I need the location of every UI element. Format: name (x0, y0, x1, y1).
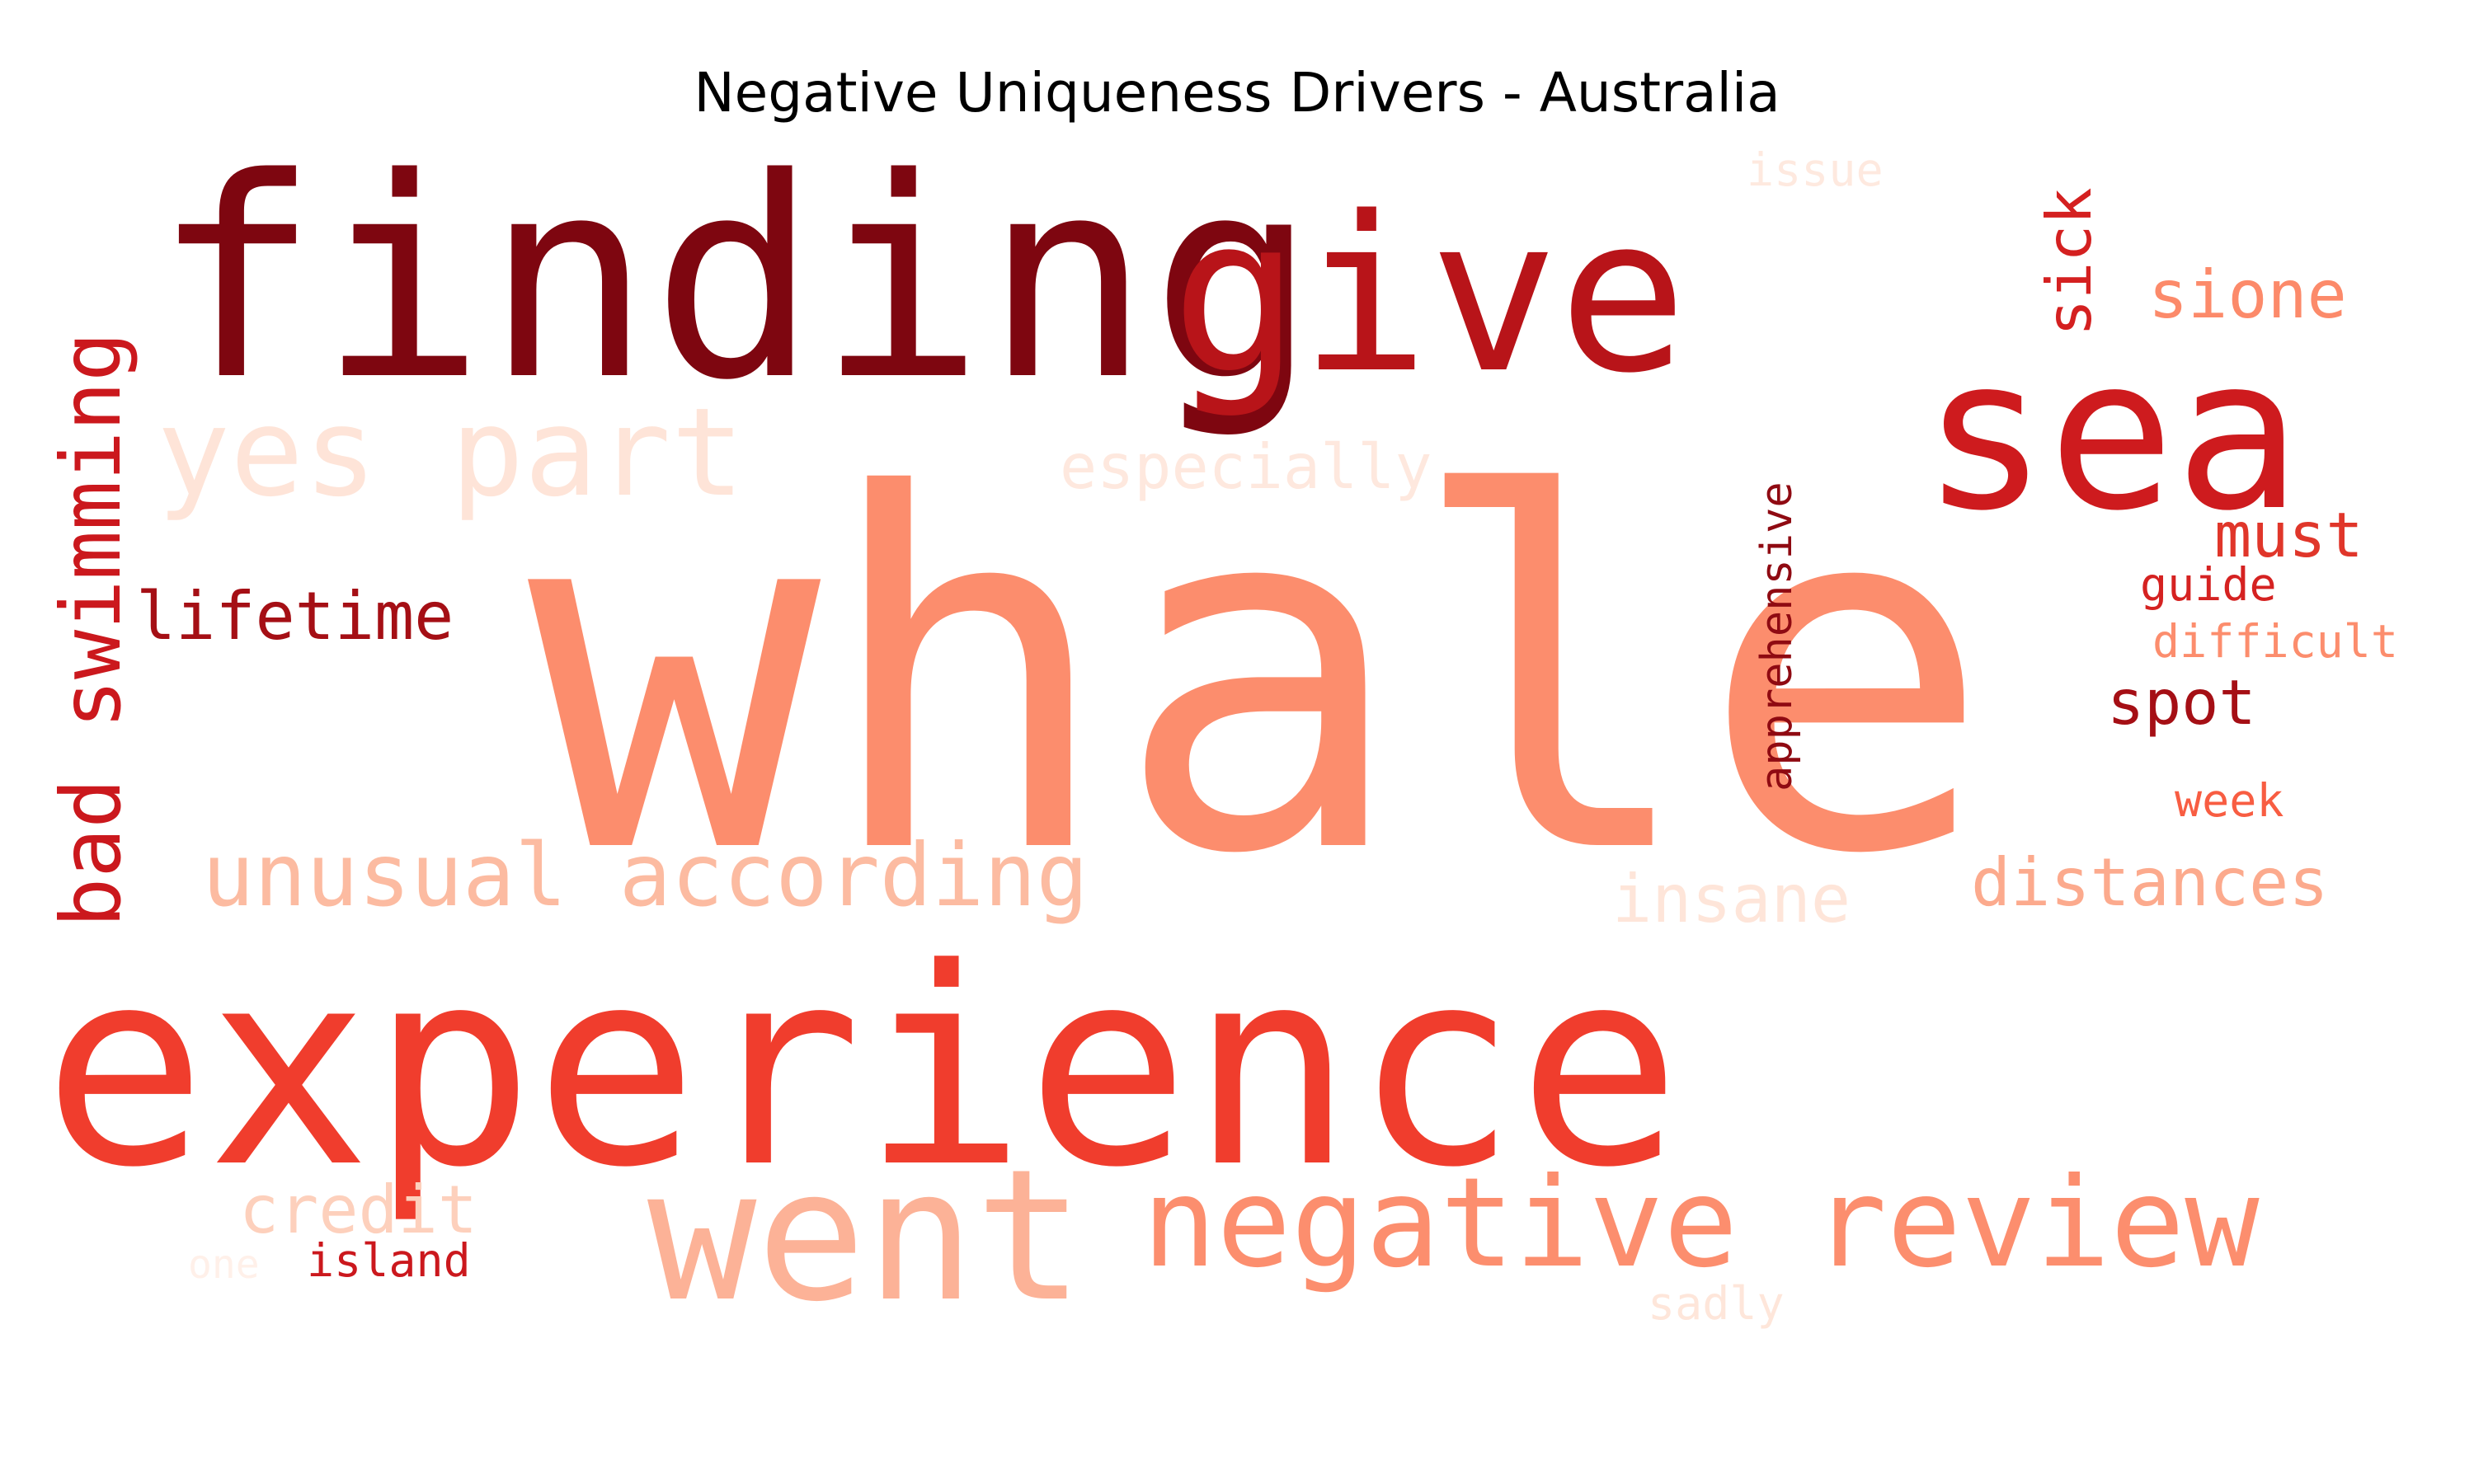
word-distances: distances (1971, 844, 2328, 921)
word-issue: issue (1747, 143, 1884, 196)
word-guide: guide (2140, 558, 2277, 611)
word-sadly: sadly (1648, 1277, 1785, 1330)
word-negative-review: negative review (1142, 1152, 2260, 1295)
word-insane: insane (1612, 861, 1851, 937)
word-spot: spot (2107, 666, 2256, 739)
word-credit: credit (239, 1172, 477, 1248)
word-must: must (2214, 499, 2363, 571)
word-sick: sick (2033, 187, 2105, 336)
word-give: give (1171, 171, 1687, 420)
word-sione: sione (2148, 256, 2347, 333)
word-one: one (188, 1242, 260, 1288)
word-unusual-according: unusual according (202, 825, 1089, 926)
word-experience: experience (43, 910, 1681, 1227)
word-sea: sea (1921, 312, 2302, 557)
word-bad-swimming: bad swimming (43, 332, 139, 928)
word-whale: whale (528, 394, 1992, 960)
word-went: went (647, 1130, 1084, 1341)
word-finding: finding (153, 120, 1317, 441)
word-apprehensive: apprehensive (1752, 481, 1802, 791)
word-especially: especially (1060, 430, 1432, 503)
word-lifetime: lifetime (136, 578, 454, 655)
chart-title: Negative Uniqueness Drivers - Australia (694, 61, 1780, 124)
word-week: week (2175, 774, 2284, 827)
word-yes-part: yes part (157, 382, 745, 524)
word-difficult: difficult (2152, 615, 2398, 668)
word-island: island (307, 1234, 471, 1287)
